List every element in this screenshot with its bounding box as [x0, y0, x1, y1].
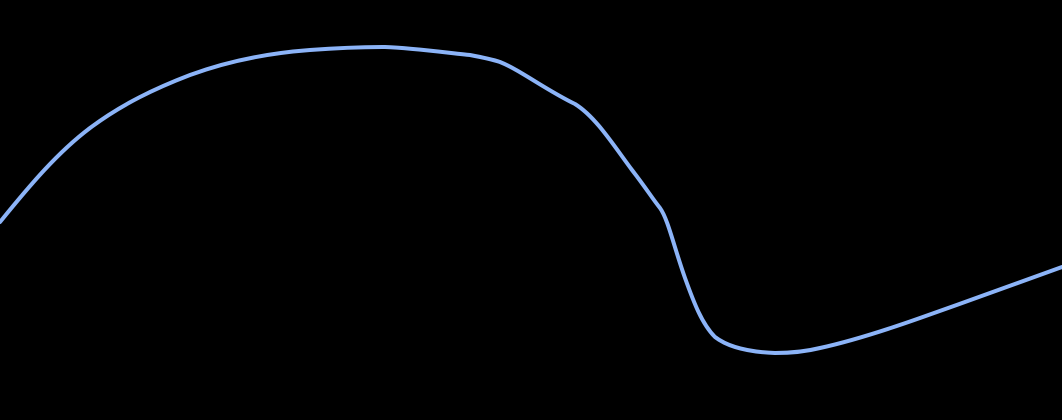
- curve-series-line: [0, 45, 1062, 355]
